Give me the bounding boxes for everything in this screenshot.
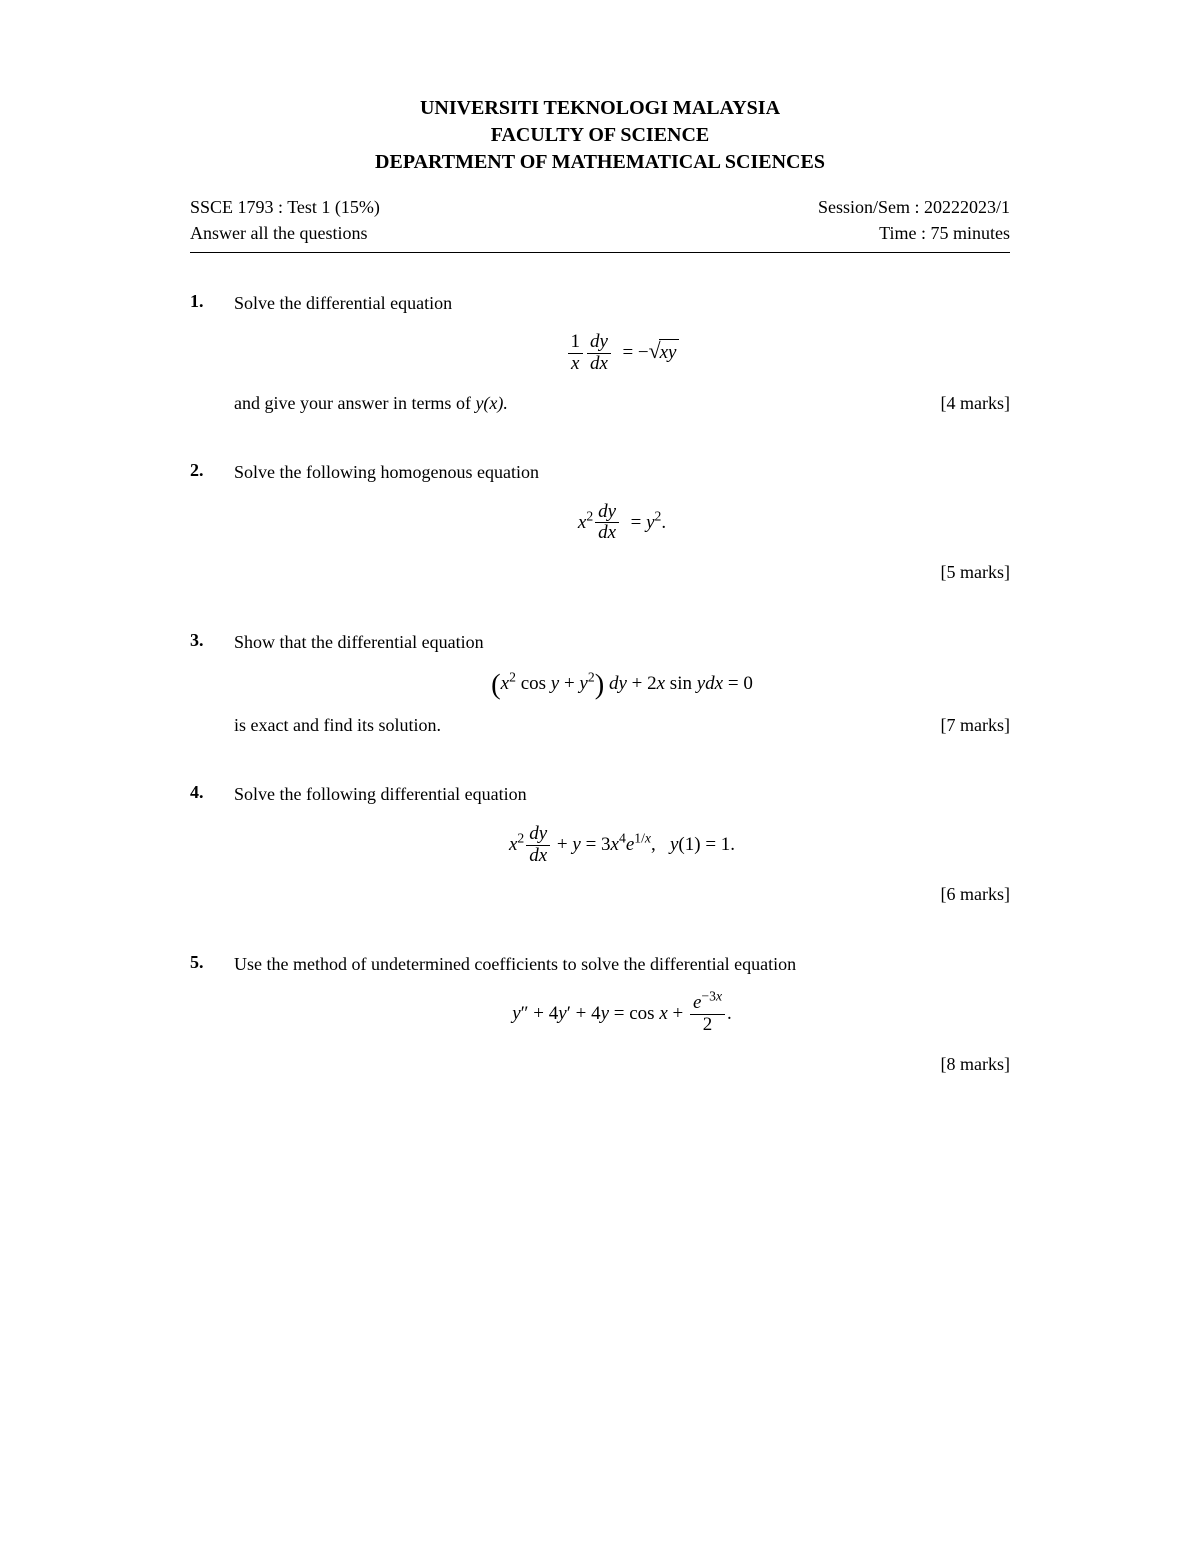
- session-sem: Session/Sem : 20222023/1: [818, 194, 1010, 220]
- header-line-3: DEPARTMENT OF MATHEMATICAL SCIENCES: [190, 149, 1010, 176]
- equation-q1: 1xdydx = −√xy: [234, 332, 1010, 375]
- marks: [7 marks]: [941, 713, 1010, 738]
- meta-row-1: SSCE 1793 : Test 1 (15%) Session/Sem : 2…: [190, 194, 1010, 220]
- question-body: Solve the following differential equatio…: [234, 782, 1010, 907]
- question-text: Solve the following differential equatio…: [234, 782, 1010, 807]
- marks: [8 marks]: [941, 1052, 1010, 1077]
- equation-q4: x2dydx + y = 3x4e1/x, y(1) = 1.: [234, 824, 1010, 867]
- question-text-b: is exact and find its solution.: [234, 713, 441, 738]
- time-limit: Time : 75 minutes: [879, 220, 1010, 246]
- question-number: 3.: [190, 630, 234, 739]
- question-body: Solve the following homogenous equation …: [234, 460, 1010, 585]
- question-number: 1.: [190, 291, 234, 416]
- question-3: 3. Show that the differential equation (…: [190, 630, 1010, 739]
- question-footer: [8 marks]: [234, 1052, 1010, 1077]
- question-text-b: and give your answer in terms of y(x).: [234, 391, 508, 416]
- instructions: Answer all the questions: [190, 220, 367, 246]
- horizontal-rule: [190, 252, 1010, 253]
- question-text: Show that the differential equation: [234, 630, 1010, 655]
- meta-block: SSCE 1793 : Test 1 (15%) Session/Sem : 2…: [190, 194, 1010, 246]
- question-text: Solve the following homogenous equation: [234, 460, 1010, 485]
- header-line-1: UNIVERSITI TEKNOLOGI MALAYSIA: [190, 95, 1010, 122]
- question-footer: [5 marks]: [234, 560, 1010, 585]
- marks: [4 marks]: [941, 391, 1010, 416]
- question-footer: is exact and find its solution. [7 marks…: [234, 713, 1010, 738]
- question-number: 4.: [190, 782, 234, 907]
- question-5: 5. Use the method of undetermined coeffi…: [190, 952, 1010, 1077]
- question-body: Solve the differential equation 1xdydx =…: [234, 291, 1010, 416]
- question-1: 1. Solve the differential equation 1xdyd…: [190, 291, 1010, 416]
- question-body: Use the method of undetermined coefficie…: [234, 952, 1010, 1077]
- marks: [6 marks]: [941, 882, 1010, 907]
- question-body: Show that the differential equation (x2 …: [234, 630, 1010, 739]
- course-test: SSCE 1793 : Test 1 (15%): [190, 194, 380, 220]
- question-footer: [6 marks]: [234, 882, 1010, 907]
- document-header: UNIVERSITI TEKNOLOGI MALAYSIA FACULTY OF…: [190, 95, 1010, 176]
- question-number: 5.: [190, 952, 234, 1077]
- question-text: Use the method of undetermined coefficie…: [234, 952, 1010, 977]
- marks: [5 marks]: [941, 560, 1010, 585]
- question-text: Solve the differential equation: [234, 291, 1010, 316]
- equation-q5: y″ + 4y′ + 4y = cos x + e−3x2.: [234, 993, 1010, 1036]
- meta-row-2: Answer all the questions Time : 75 minut…: [190, 220, 1010, 246]
- question-number: 2.: [190, 460, 234, 585]
- question-4: 4. Solve the following differential equa…: [190, 782, 1010, 907]
- equation-q3: (x2 cos y + y2) dy + 2x sin ydx = 0: [234, 671, 1010, 698]
- question-2: 2. Solve the following homogenous equati…: [190, 460, 1010, 585]
- header-line-2: FACULTY OF SCIENCE: [190, 122, 1010, 149]
- question-footer: and give your answer in terms of y(x). […: [234, 391, 1010, 416]
- equation-q2: x2dydx = y2.: [234, 502, 1010, 545]
